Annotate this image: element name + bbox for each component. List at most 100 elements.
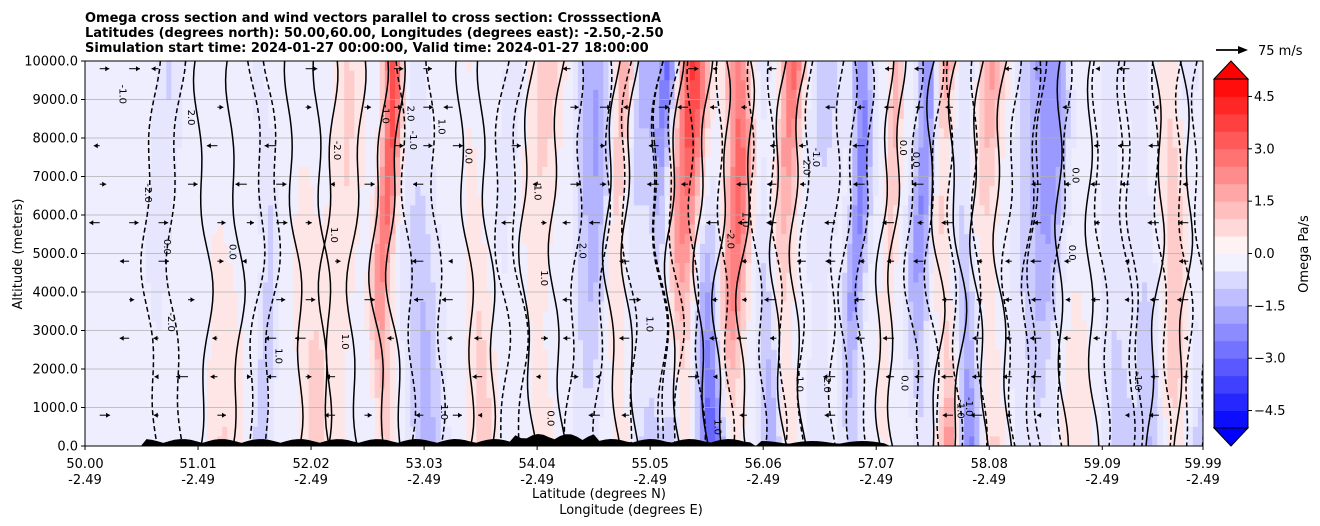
omega-fill-cell (745, 99, 752, 110)
omega-fill-cell (334, 176, 340, 187)
omega-fill-cell (760, 205, 767, 216)
omega-fill-cell (1050, 253, 1057, 264)
omega-fill-cell (339, 195, 345, 206)
omega-fill-cell (887, 234, 894, 245)
omega-fill-cell (389, 263, 396, 274)
omega-fill-cell (471, 282, 477, 293)
omega-fill-cell (1106, 157, 1113, 168)
omega-fill-cell (989, 80, 996, 91)
omega-fill-cell (796, 118, 803, 129)
omega-fill-cell (832, 186, 838, 197)
omega-fill-cell (522, 224, 528, 235)
omega-fill-cell (400, 128, 406, 139)
omega-fill-cell (679, 243, 686, 255)
omega-fill-cell (720, 215, 726, 226)
omega-fill-cell (1009, 340, 1016, 351)
omega-fill-cell (857, 118, 864, 129)
omega-fill-cell (532, 109, 538, 120)
omega-fill-cell (638, 138, 645, 149)
omega-fill-cell (435, 369, 442, 380)
omega-fill-cell (964, 436, 970, 446)
omega-fill-cell (420, 80, 427, 91)
omega-fill-cell (349, 272, 355, 283)
omega-fill-cell (598, 292, 604, 303)
omega-fill-cell (765, 320, 772, 332)
omega-fill-cell (674, 138, 681, 149)
omega-fill-cell (923, 436, 930, 446)
omega-fill-cell (151, 253, 157, 264)
omega-fill-cell (816, 388, 823, 399)
omega-fill-cell (1020, 166, 1026, 178)
omega-fill-cell (938, 320, 945, 332)
omega-fill-cell (654, 397, 660, 409)
omega-fill-cell (618, 426, 625, 437)
omega-fill-cell (440, 369, 447, 380)
omega-fill-cell (821, 340, 828, 351)
omega-fill-cell (303, 311, 310, 322)
omega-fill-cell (999, 407, 1006, 418)
omega-fill-cell (710, 426, 716, 437)
omega-fill-cell (725, 89, 731, 101)
omega-fill-cell (344, 320, 350, 332)
omega-fill-cell (176, 99, 183, 110)
omega-fill-cell (1014, 138, 1021, 149)
omega-fill-cell (633, 61, 640, 72)
omega-fill-cell (964, 282, 970, 293)
omega-fill-cell (151, 311, 157, 322)
omega-fill-cell (654, 407, 660, 418)
omega-fill-cell (552, 118, 559, 129)
omega-fill-cell (699, 147, 706, 158)
omega-fill-cell (679, 369, 686, 380)
omega-fill-cell (527, 292, 533, 303)
omega-fill-cell (913, 138, 920, 149)
omega-fill-cell (623, 89, 630, 101)
omega-fill-cell (918, 253, 925, 264)
omega-fill-cell (206, 417, 213, 428)
omega-fill-cell (257, 378, 264, 389)
omega-fill-cell (898, 61, 904, 72)
omega-fill-cell (425, 128, 432, 139)
omega-fill-cell (964, 128, 970, 139)
omega-fill-cell (151, 128, 157, 139)
omega-fill-cell (699, 282, 706, 293)
omega-fill-cell (476, 388, 482, 399)
omega-fill-cell (918, 272, 925, 283)
omega-fill-cell (664, 378, 671, 389)
omega-fill-cell (903, 320, 909, 332)
omega-fill-cell (481, 426, 488, 437)
omega-fill-cell (938, 118, 945, 129)
omega-fill-cell (1020, 272, 1026, 283)
omega-fill-cell (1014, 320, 1021, 332)
omega-fill-cell (257, 157, 264, 168)
omega-fill-cell (466, 234, 472, 245)
omega-fill-cell (720, 282, 726, 293)
omega-fill-cell (867, 215, 874, 226)
omega-fill-cell (593, 417, 599, 428)
omega-fill-cell (984, 147, 991, 158)
omega-fill-cell (913, 340, 920, 351)
omega-fill-cell (984, 234, 991, 245)
omega-fill-cell (334, 349, 340, 360)
omega-fill-cell (908, 157, 914, 168)
omega-fill-cell (694, 426, 701, 437)
omega-fill-cell (959, 205, 965, 216)
omega-fill-cell (588, 109, 594, 120)
omega-fill-cell (786, 282, 792, 293)
omega-fill-cell (847, 215, 853, 226)
omega-fill-cell (339, 263, 345, 274)
omega-fill-cell (430, 397, 437, 409)
omega-fill-cell (542, 282, 549, 293)
omega-fill-cell (359, 118, 366, 129)
omega-fill-cell (654, 61, 660, 72)
omega-fill-cell (913, 166, 920, 178)
omega-fill-cell (872, 138, 879, 149)
omega-fill-cell (1070, 138, 1077, 149)
omega-fill-cell (323, 397, 330, 409)
omega-fill-cell (603, 253, 610, 264)
omega-fill-cell (994, 186, 1001, 197)
omega-fill-cell (694, 388, 701, 399)
omega-fill-cell (1025, 349, 1031, 360)
omega-fill-cell (522, 166, 528, 178)
omega-fill-cell (151, 118, 157, 129)
omega-fill-cell (628, 243, 635, 255)
